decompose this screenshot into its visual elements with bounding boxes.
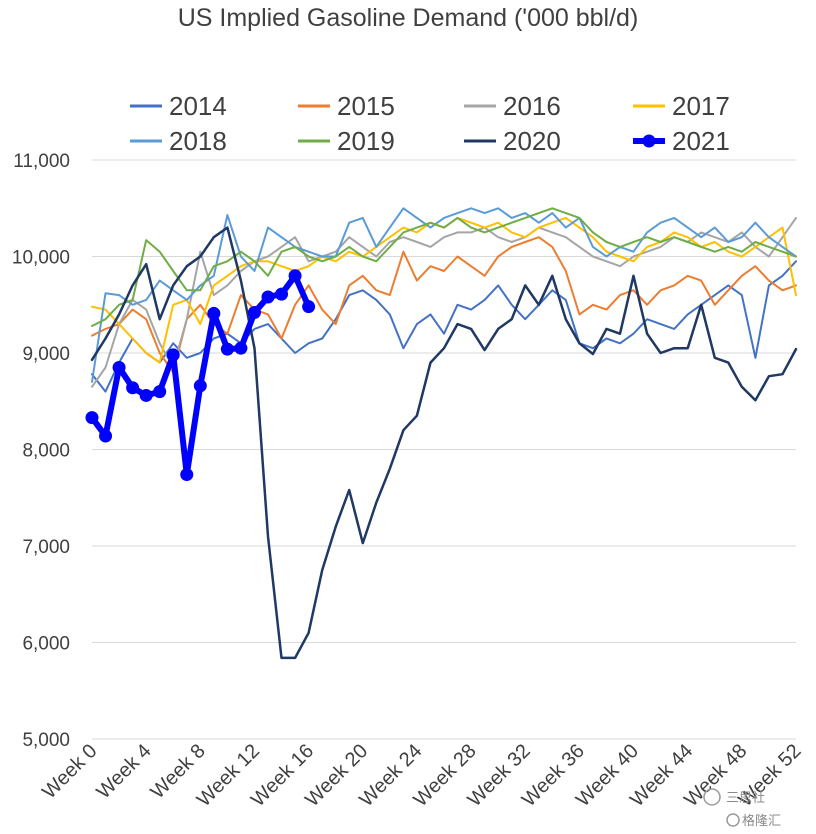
series-2019-line: [91, 207, 797, 327]
legend-label: 2014: [169, 91, 227, 121]
series-2021-point: [85, 411, 99, 425]
series-2021-point: [220, 342, 234, 356]
x-tick-label: Week 4: [92, 740, 155, 803]
series-2021-point: [302, 300, 316, 314]
series-2021-point: [275, 287, 289, 301]
series-lines: [85, 207, 798, 660]
y-tick-label: 5,000: [22, 730, 70, 751]
y-tick-label: 10,000: [12, 248, 70, 269]
y-tick-label: 7,000: [22, 537, 70, 558]
series-2021-point: [126, 381, 140, 395]
series-2021-point: [166, 348, 180, 362]
series-2021-point: [247, 305, 261, 319]
series-2021-point: [153, 385, 167, 399]
legend-item-2020: 2020: [464, 126, 561, 156]
legend: 2014 2015 2016 2017 2018 2019 2020 2021: [130, 91, 730, 156]
watermark-text: 格隆汇: [742, 813, 781, 828]
series-2018: [91, 207, 797, 383]
legend-item-2015: 2015: [298, 91, 395, 121]
legend-label: 2016: [503, 91, 561, 121]
legend-item-2021: 2021: [633, 126, 730, 156]
series-2020-line: [90, 226, 798, 660]
wechat-icon: [703, 788, 721, 806]
y-tick-label: 8,000: [22, 441, 70, 462]
series-2021-point: [288, 269, 302, 283]
series-2021-point: [139, 388, 153, 402]
legend-item-2014: 2014: [130, 91, 227, 121]
legend-label: 2017: [672, 91, 730, 121]
series-2021-point: [193, 379, 207, 393]
legend-label: 2018: [169, 126, 227, 156]
legend-label: 2020: [503, 126, 561, 156]
legend-item-2018: 2018: [130, 126, 227, 156]
chart-title: US Implied Gasoline Demand ('000 bbl/d): [178, 4, 639, 32]
series-2019: [91, 207, 797, 327]
series-2021-point: [180, 468, 194, 482]
series-2021-point: [207, 306, 221, 320]
series-2021-point: [99, 429, 113, 443]
series-2014: [91, 260, 797, 393]
legend-item-2016: 2016: [464, 91, 561, 121]
series-2018-line: [91, 207, 797, 383]
series-2021-point: [234, 341, 248, 355]
watermark-sub: 三思社: [726, 790, 765, 805]
series-2020: [90, 226, 798, 660]
y-axis: 5,000 6,000 7,000 8,000 9,000 10,000 11,000: [12, 151, 70, 751]
y-tick-label: 9,000: [22, 344, 70, 365]
series-2021-point: [261, 290, 275, 304]
series-2021-point: [112, 360, 126, 374]
y-tick-label: 11,000: [13, 151, 70, 172]
legend-label: 2019: [337, 126, 395, 156]
logo-icon: [726, 813, 740, 827]
gridlines: [92, 159, 796, 740]
watermark: 三思社 格隆汇: [703, 788, 781, 828]
legend-item-2017: 2017: [633, 91, 730, 121]
legend-label: 2021: [672, 126, 730, 156]
legend-marker: [642, 134, 656, 148]
series-2021: [85, 269, 316, 482]
y-tick-label: 6,000: [22, 634, 70, 655]
legend-item-2019: 2019: [298, 126, 395, 156]
legend-label: 2015: [337, 91, 395, 121]
series-2014-line: [91, 260, 797, 393]
